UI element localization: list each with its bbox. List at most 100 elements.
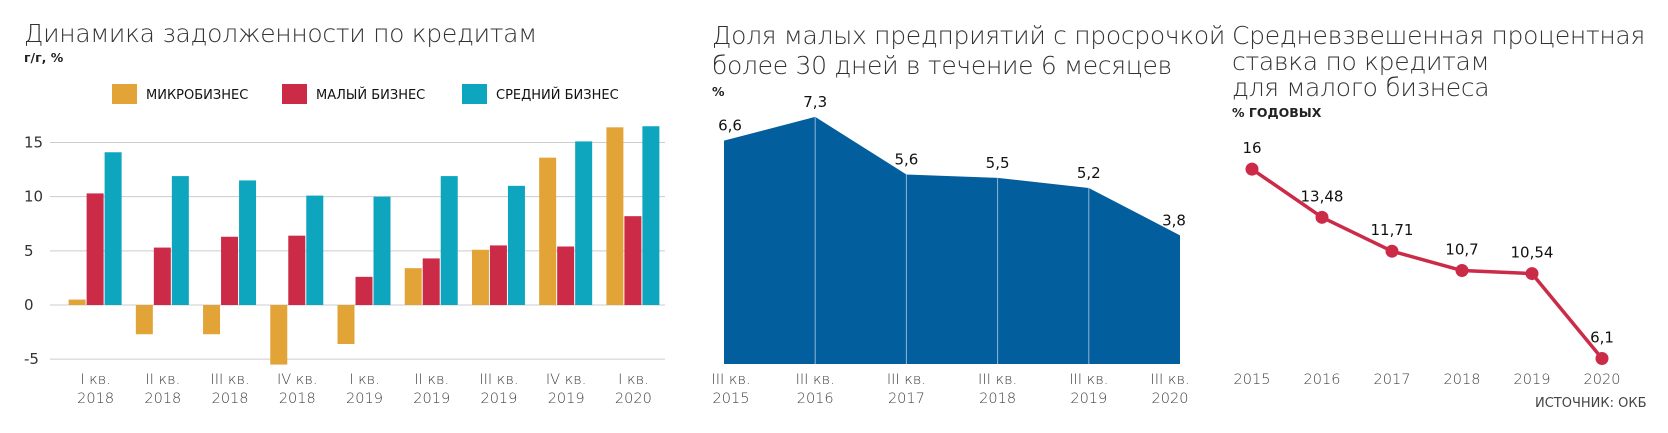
data-label: 5,5	[986, 154, 1010, 172]
x-label-year: 2019	[413, 391, 450, 407]
x-label-quarter: I кв.	[618, 372, 649, 388]
y-tick-label: 15	[24, 134, 43, 152]
legend-swatch-0	[112, 84, 137, 104]
y-tick-label: -5	[24, 350, 39, 368]
line-series	[1251, 167, 1604, 360]
x-label-quarter: IV кв.	[546, 372, 587, 388]
x-label-year: 2019	[548, 391, 585, 407]
x-label-quarter: III кв.	[1069, 372, 1108, 388]
legend-swatch-1	[282, 84, 307, 104]
x-label-quarter: III кв.	[796, 372, 835, 388]
bar-micro	[68, 299, 86, 305]
line-point	[1455, 264, 1469, 278]
x-label-year: 2018	[77, 391, 114, 407]
x-label-quarter: III кв.	[887, 372, 926, 388]
x-label-year: 2017	[888, 391, 925, 407]
line-point	[1315, 210, 1329, 224]
chart3-title-line3: для малого бизнеса	[1232, 73, 1490, 102]
area-series	[724, 116, 1180, 364]
chart1-unit: г/г, %	[24, 50, 64, 65]
legend-label-0: МИКРОБИЗНЕС	[146, 88, 248, 103]
x-label-quarter: III кв.	[1150, 372, 1189, 388]
x-label-quarter: II кв.	[145, 372, 180, 388]
x-label-year: 2018	[979, 391, 1016, 407]
bar-medium	[306, 195, 324, 305]
x-label-year: 2020	[615, 391, 652, 407]
x-label-quarter: III кв.	[479, 372, 518, 388]
line-point	[1525, 267, 1539, 281]
chart1-title: Динамика задолженности по кредитам	[24, 19, 537, 48]
line-point	[1595, 352, 1609, 366]
x-label-year: 2019	[480, 391, 517, 407]
x-label-year: 2019	[346, 391, 383, 407]
x-label-year: 2016	[1304, 372, 1341, 388]
x-label-year: 2018	[1444, 372, 1481, 388]
bar-micro	[606, 127, 624, 305]
y-tick-label: 10	[24, 188, 43, 206]
line-point	[1385, 244, 1399, 258]
x-label-year: 2019	[1514, 372, 1551, 388]
bar-medium	[642, 126, 660, 305]
data-label: 10,7	[1445, 241, 1478, 259]
x-label-year: 2018	[212, 391, 249, 407]
data-label: 11,71	[1371, 221, 1414, 239]
bar-micro	[539, 157, 557, 305]
data-label: 10,54	[1511, 244, 1554, 262]
x-label-quarter: III кв.	[210, 372, 249, 388]
data-label: 6,6	[718, 117, 742, 135]
chart3-unit: % ГОДОВЫХ	[1232, 105, 1322, 120]
legend-swatch-2	[462, 84, 487, 104]
bar-small	[355, 276, 373, 305]
bar-small	[153, 247, 171, 305]
x-label-quarter: II кв.	[414, 372, 449, 388]
y-tick-label: 0	[24, 296, 34, 314]
x-label-quarter: IV кв.	[277, 372, 318, 388]
bar-small	[288, 235, 306, 305]
data-label: 3,8	[1162, 211, 1186, 229]
bar-small	[86, 193, 104, 305]
bar-small	[557, 246, 575, 305]
bar-micro	[135, 305, 153, 335]
bar-small	[221, 236, 239, 305]
chart2-title-line1: Доля малых предприятий с просрочкой	[712, 21, 1226, 50]
data-label: 5,2	[1077, 164, 1101, 182]
x-label-year: 2018	[144, 391, 181, 407]
legend-label-2: СРЕДНИЙ БИЗНЕС	[496, 87, 619, 103]
chart3-title-line2: ставка по кредитам	[1232, 47, 1490, 76]
bar-small	[422, 258, 440, 305]
bar-medium	[507, 185, 525, 305]
x-label-year: 2016	[797, 391, 834, 407]
x-label-year: 2019	[1070, 391, 1107, 407]
bar-micro	[270, 305, 288, 365]
data-label: 5,6	[894, 150, 918, 168]
legend-label-1: МАЛЫЙ БИЗНЕС	[316, 87, 425, 103]
x-label-quarter: III кв.	[711, 372, 750, 388]
bar-medium	[440, 176, 458, 305]
x-label-year: 2017	[1374, 372, 1411, 388]
bar-medium	[239, 180, 257, 305]
x-label-year: 2020	[1152, 391, 1189, 407]
x-label-year: 2015	[1234, 372, 1271, 388]
x-label-year: 2020	[1584, 372, 1621, 388]
source-note: ИСТОЧНИК: ОКБ	[1535, 396, 1647, 411]
bar-micro	[203, 305, 221, 335]
x-label-quarter: III кв.	[978, 372, 1017, 388]
chart3-title-line1: Средневзвешенная процентная	[1232, 21, 1645, 50]
x-label-quarter: I кв.	[80, 372, 111, 388]
x-label-year: 2018	[279, 391, 316, 407]
data-label: 16	[1242, 139, 1261, 157]
bar-small	[624, 216, 642, 305]
x-label-quarter: I кв.	[349, 372, 380, 388]
data-label: 13,48	[1301, 187, 1344, 205]
bar-medium	[575, 141, 593, 305]
bar-medium	[373, 196, 391, 305]
bar-medium	[171, 176, 189, 305]
bar-micro	[404, 268, 422, 305]
chart2-title-line2: более 30 дней в течение 6 месяцев	[712, 51, 1172, 80]
bar-medium	[104, 152, 122, 305]
data-label: 6,1	[1590, 329, 1614, 347]
x-label-year: 2015	[713, 391, 750, 407]
bar-small	[489, 245, 507, 305]
line-point	[1245, 162, 1259, 176]
